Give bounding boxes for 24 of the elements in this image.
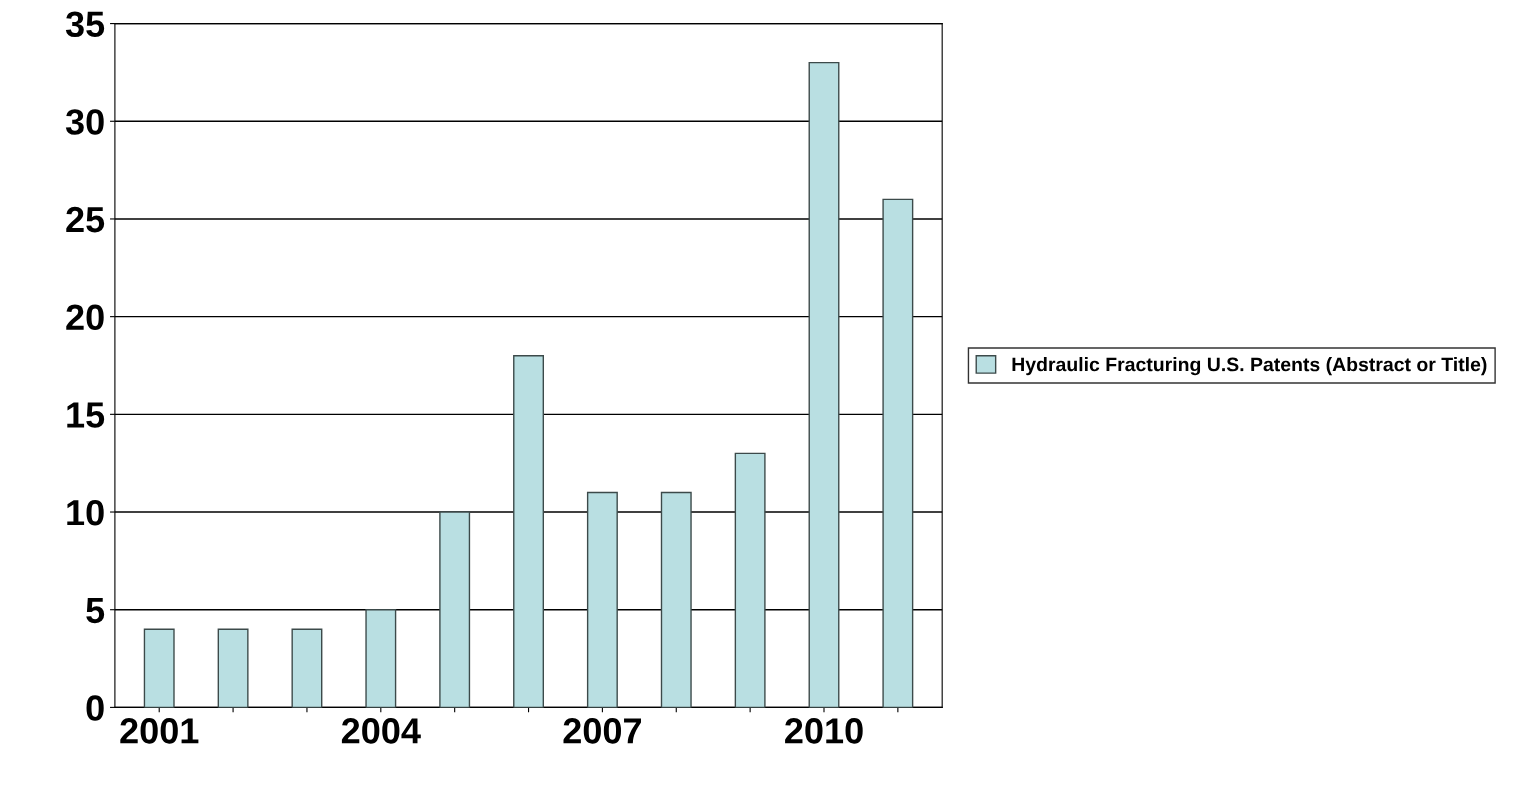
legend-label: Hydraulic Fracturing U.S. Patents (Abstract or Title) bbox=[1012, 357, 1487, 376]
bar bbox=[439, 511, 471, 708]
bar bbox=[513, 355, 545, 708]
bar bbox=[217, 628, 249, 708]
bar bbox=[365, 609, 397, 708]
y-tick-label: 5 bbox=[86, 597, 105, 624]
bar bbox=[734, 452, 766, 708]
y-tick-label: 30 bbox=[65, 109, 104, 135]
y-tick-label: 35 bbox=[65, 11, 105, 38]
bar bbox=[291, 628, 323, 708]
y-tick-label: 20 bbox=[66, 304, 104, 331]
bar bbox=[808, 61, 840, 708]
bar bbox=[660, 491, 692, 708]
x-tick-label: 2001 bbox=[120, 718, 199, 744]
bar bbox=[586, 491, 618, 708]
bar bbox=[143, 628, 175, 708]
y-tick-label: 10 bbox=[67, 499, 104, 526]
y-tick-label: 15 bbox=[67, 402, 105, 428]
x-tick-label: 2010 bbox=[785, 718, 863, 744]
y-tick-label: 0 bbox=[86, 695, 104, 721]
y-tick-label: 25 bbox=[66, 206, 105, 233]
x-tick-label: 2007 bbox=[563, 718, 641, 744]
x-tick-label: 2004 bbox=[341, 718, 421, 744]
bar bbox=[882, 198, 914, 708]
